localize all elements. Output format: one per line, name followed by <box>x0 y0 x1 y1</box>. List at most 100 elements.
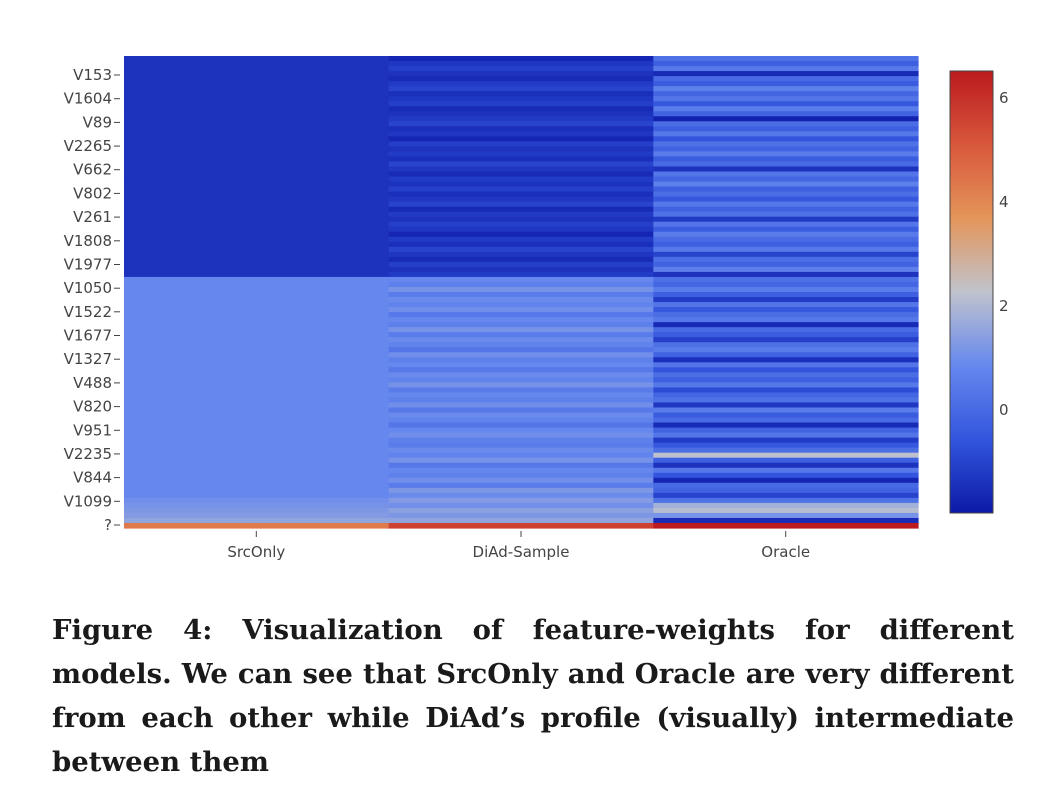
heat-cell-oracle-21 <box>653 161 919 168</box>
heat-cell-srconly-73 <box>124 422 390 429</box>
heat-cell-srconly-90 <box>124 507 390 514</box>
heat-cell-oracle-68 <box>653 397 919 404</box>
heat-cell-srconly-62 <box>124 367 390 373</box>
heat-cell-srconly-16 <box>124 136 390 142</box>
heat-cell-oracle-85 <box>653 482 919 489</box>
heat-cell-oracle-25 <box>653 181 919 188</box>
heat-cell-oracle-7 <box>653 91 919 97</box>
heat-cell-srconly-4 <box>124 76 390 82</box>
heat-cell-srconly-68 <box>124 397 390 404</box>
heat-cell-diad-sample-91 <box>388 512 654 519</box>
heat-cell-diad-sample-31 <box>388 211 654 218</box>
heat-cell-oracle-44 <box>653 276 919 283</box>
x-tick-label: Oracle <box>761 543 810 561</box>
y-tick-label: V1522 <box>64 303 112 321</box>
heat-cell-srconly-25 <box>124 181 390 188</box>
heat-cell-diad-sample-56 <box>388 337 654 343</box>
heat-cell-srconly-39 <box>124 251 390 258</box>
heat-cell-diad-sample-24 <box>388 176 654 183</box>
heat-cell-oracle-0 <box>653 56 919 62</box>
x-tick-label: DiAd-Sample <box>473 543 570 561</box>
heat-cell-srconly-14 <box>124 126 390 132</box>
heat-cell-diad-sample-4 <box>388 76 654 82</box>
heat-cell-oracle-32 <box>653 216 919 223</box>
figure-caption: Figure 4: Visualization of feature-weigh… <box>52 614 1014 778</box>
y-tick-label: V1977 <box>64 256 112 274</box>
colorbar-gradient <box>949 70 994 514</box>
heat-cell-diad-sample-64 <box>388 377 654 383</box>
heat-cell-srconly-45 <box>124 281 390 288</box>
heat-cell-srconly-28 <box>124 196 390 203</box>
heat-cell-diad-sample-35 <box>388 231 654 238</box>
colorbar-tick-label: 6 <box>999 89 1009 107</box>
heat-cell-diad-sample-82 <box>388 467 654 474</box>
heat-cell-oracle-31 <box>653 211 919 218</box>
heat-cell-diad-sample-81 <box>388 462 654 469</box>
heat-cell-oracle-56 <box>653 337 919 343</box>
heat-cell-oracle-52 <box>653 317 919 323</box>
heat-cell-diad-sample-45 <box>388 281 654 288</box>
heat-cell-oracle-45 <box>653 281 919 288</box>
heat-cell-srconly-61 <box>124 362 390 368</box>
heat-cell-diad-sample-39 <box>388 251 654 258</box>
heat-cell-oracle-18 <box>653 146 919 152</box>
heat-cell-srconly-71 <box>124 412 390 419</box>
heat-cell-diad-sample-10 <box>388 106 654 112</box>
heat-cell-diad-sample-70 <box>388 407 654 414</box>
heat-cell-oracle-65 <box>653 382 919 388</box>
heat-cell-diad-sample-17 <box>388 141 654 147</box>
heat-cell-oracle-91 <box>653 512 919 519</box>
heat-cell-diad-sample-37 <box>388 241 654 248</box>
heat-cell-oracle-37 <box>653 241 919 248</box>
heat-cell-srconly-22 <box>124 166 390 173</box>
heat-cell-srconly-33 <box>124 221 390 228</box>
heat-cell-oracle-88 <box>653 497 919 504</box>
heat-cell-diad-sample-21 <box>388 161 654 168</box>
heat-cell-oracle-93 <box>653 522 919 529</box>
heat-cell-diad-sample-23 <box>388 171 654 178</box>
heat-cell-oracle-47 <box>653 292 919 298</box>
heat-cell-oracle-28 <box>653 196 919 203</box>
heat-cell-diad-sample-6 <box>388 86 654 92</box>
heat-cell-oracle-58 <box>653 347 919 353</box>
heat-cell-oracle-53 <box>653 322 919 328</box>
heatmap-figure: V153 V1604 V89 V2265 V662 V802 V261 V1808 V1977 V… <box>64 56 1009 561</box>
heat-cell-oracle-15 <box>653 131 919 137</box>
heat-cell-diad-sample-27 <box>388 191 654 198</box>
heat-cell-srconly-18 <box>124 146 390 152</box>
heat-cell-oracle-50 <box>653 307 919 313</box>
heat-cell-diad-sample-44 <box>388 276 654 283</box>
heat-cell-srconly-59 <box>124 352 390 358</box>
heat-cell-oracle-83 <box>653 472 919 479</box>
heat-cell-srconly-46 <box>124 286 390 293</box>
heat-cell-oracle-20 <box>653 156 919 163</box>
heat-cell-srconly-70 <box>124 407 390 414</box>
heat-cell-srconly-6 <box>124 86 390 92</box>
heat-cell-srconly-69 <box>124 402 390 409</box>
y-tick-label: V1099 <box>64 492 112 510</box>
heat-cell-srconly-37 <box>124 241 390 248</box>
heat-cell-srconly-85 <box>124 482 390 489</box>
heat-cell-oracle-92 <box>653 517 919 524</box>
heat-cell-oracle-23 <box>653 171 919 178</box>
heat-cell-oracle-14 <box>653 126 919 132</box>
heat-cell-diad-sample-32 <box>388 216 654 223</box>
heat-cell-oracle-71 <box>653 412 919 419</box>
heat-cell-diad-sample-59 <box>388 352 654 358</box>
heat-cell-srconly-27 <box>124 191 390 198</box>
heat-cell-srconly-67 <box>124 392 390 399</box>
heat-cell-diad-sample-86 <box>388 487 654 494</box>
heat-cell-diad-sample-90 <box>388 507 654 514</box>
heat-cell-oracle-63 <box>653 372 919 378</box>
heat-cell-diad-sample-26 <box>388 186 654 193</box>
heat-cell-srconly-32 <box>124 216 390 223</box>
heat-cell-oracle-90 <box>653 507 919 514</box>
heat-cell-oracle-6 <box>653 86 919 92</box>
heat-cell-srconly-48 <box>124 297 390 303</box>
heat-cell-srconly-19 <box>124 151 390 158</box>
heat-cell-diad-sample-36 <box>388 236 654 243</box>
heat-cell-srconly-86 <box>124 487 390 494</box>
heat-cell-srconly-83 <box>124 472 390 479</box>
y-tick-label: V2235 <box>64 445 112 463</box>
heat-cell-oracle-36 <box>653 236 919 243</box>
